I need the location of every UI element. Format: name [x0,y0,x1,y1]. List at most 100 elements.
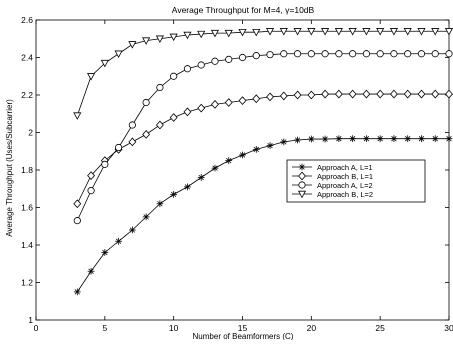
series-line [76,30,449,116]
data-point [238,28,247,37]
data-point [155,120,164,130]
data-point [156,83,164,92]
data-point [128,226,136,234]
data-point [73,288,81,296]
data-point [142,37,151,45]
data-point [238,96,247,106]
data-point [142,129,151,139]
legend-marker [298,163,306,171]
y-tick-label: 1.6 [21,203,33,213]
legend-label: Approach A, L=2 [317,181,373,190]
chart-title: Average Throughput for M=4, γ=10dB [172,5,315,15]
data-point [403,89,412,99]
data-point [335,50,343,58]
data-point [431,50,439,58]
data-point [363,135,370,143]
data-point [417,28,426,36]
data-point [265,28,275,36]
data-point [100,59,109,68]
data-point [445,50,453,58]
data-point [417,89,426,99]
data-point [252,28,261,37]
data-point [404,50,412,58]
data-point [266,92,274,102]
data-point [115,143,123,152]
data-point [321,50,329,58]
data-point [403,28,412,36]
y-tick-label: 1.8 [21,165,33,175]
data-point [184,183,191,191]
y-axis-label: Average Throughput (Uses/Subcarrier) [5,99,14,237]
data-point [349,135,357,143]
data-point [444,28,453,36]
data-point [73,199,82,209]
legend-marker [298,181,306,189]
y-tick-label: 1.4 [21,240,33,250]
data-point [390,135,398,143]
y-tick-label: 2.2 [21,90,33,100]
data-point [431,89,440,99]
data-point [362,50,370,58]
data-point [211,164,219,172]
data-point [197,174,205,181]
data-point [115,237,122,245]
y-tick-label: 2 [28,128,33,138]
data-point [293,50,302,58]
data-point [252,145,260,153]
data-point [334,28,343,36]
y-tick-label: 2.4 [21,53,33,63]
data-point [431,135,439,143]
data-point [225,157,233,165]
data-point [197,61,205,69]
data-point [169,33,178,42]
data-point [156,200,164,208]
data-point [101,160,109,168]
x-tick-label: 20 [307,323,317,333]
data-point [128,121,136,129]
data-point [155,35,164,43]
data-point [128,137,137,147]
data-point [418,135,425,143]
data-point [404,135,412,143]
x-tick-label: 25 [375,323,385,333]
data-point [225,55,233,63]
data-point [238,53,247,62]
data-point [294,136,301,144]
data-point [348,89,357,99]
data-point [266,51,274,59]
y-tick-label: 1 [28,315,33,325]
y-tick-label: 2.6 [21,15,33,25]
x-tick-label: 5 [102,323,107,333]
data-point [389,28,399,36]
data-point [183,65,192,73]
data-point [183,31,192,40]
data-point [334,89,343,99]
y-tick-label: 1.2 [21,278,33,288]
data-point [128,41,137,49]
data-point [87,171,96,181]
data-point [114,50,123,58]
data-point [293,28,302,36]
x-tick-label: 30 [444,323,453,333]
data-point [197,30,206,39]
data-point [169,113,178,122]
data-point [86,73,96,81]
data-point [376,135,384,143]
data-point [142,213,150,221]
data-point [211,57,219,65]
data-point [197,103,206,113]
data-point [211,99,219,109]
data-point [73,217,81,225]
x-tick-label: 15 [238,323,248,333]
data-point [170,72,178,80]
data-point [280,138,288,146]
legend-label: Approach A, L=1 [317,163,373,172]
data-point [307,50,315,58]
data-point [252,94,261,104]
data-point [101,249,109,256]
data-point [307,28,316,36]
data-point [417,50,426,58]
data-point [349,50,357,58]
